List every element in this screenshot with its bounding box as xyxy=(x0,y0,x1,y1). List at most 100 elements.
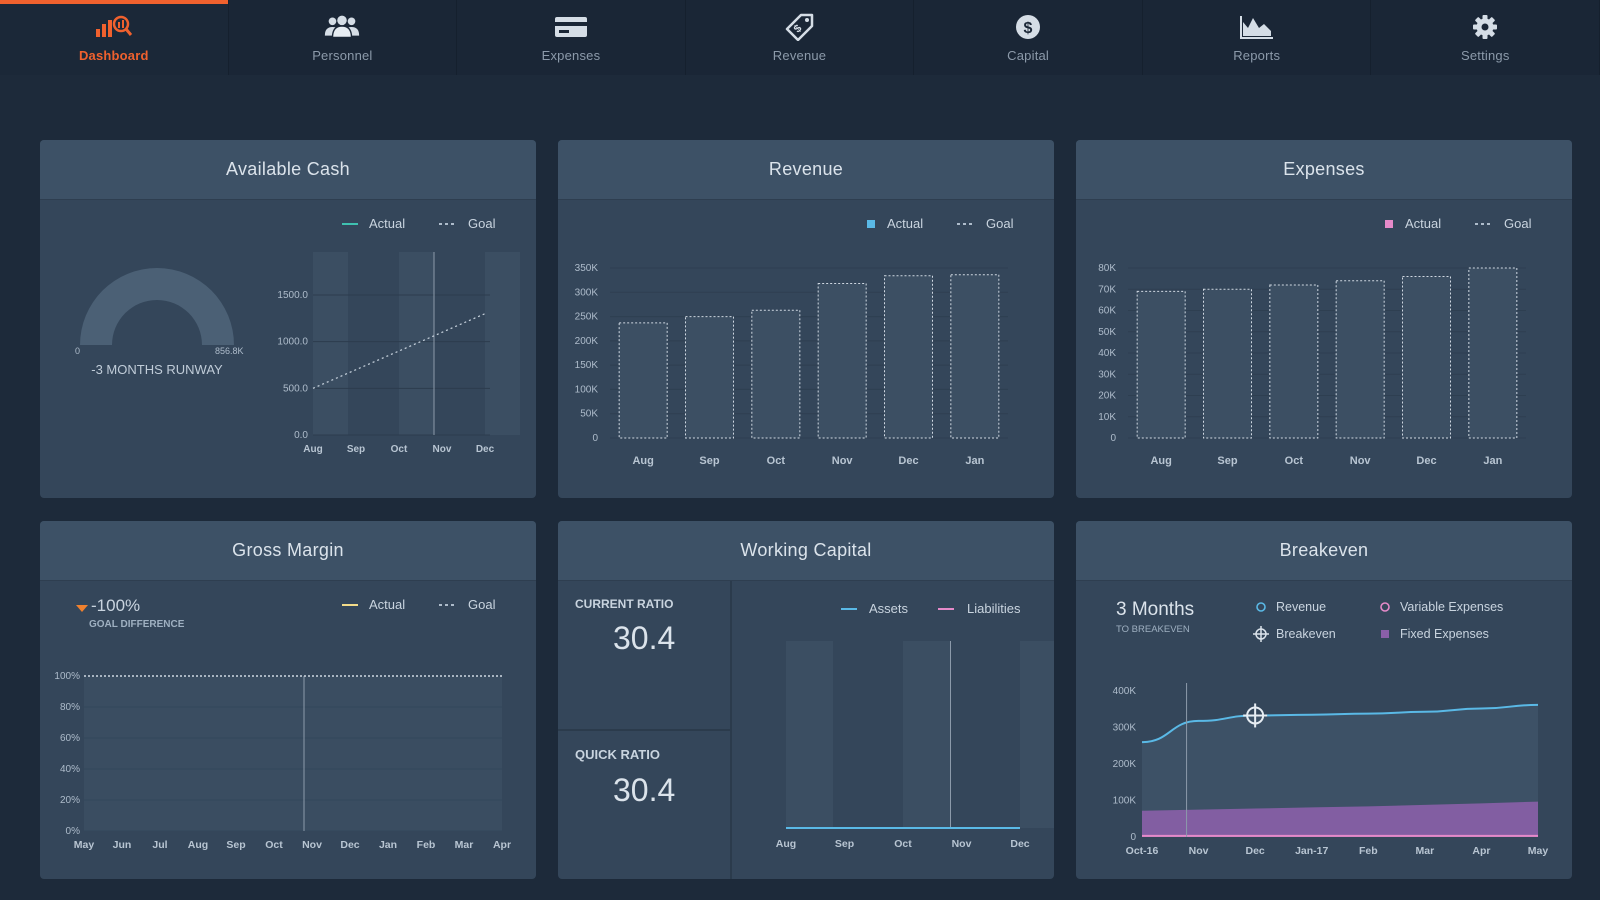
revenue-panel: Revenue Actual Goal 0 50K 100K 150K 200K 250K… xyxy=(558,140,1054,498)
x-tick-label: Dec xyxy=(898,455,918,467)
x-tick-label: Apr xyxy=(493,839,511,851)
nav-item-dashboard[interactable]: Dashboard xyxy=(0,0,229,75)
svg-text:$: $ xyxy=(1024,20,1033,37)
column-band xyxy=(313,252,348,435)
y-tick-label: 200K xyxy=(1113,759,1137,770)
y-tick-label: 80K xyxy=(1098,263,1116,274)
ratios: CURRENT RATIO 30.4 QUICK RATIO 30.4 xyxy=(575,597,675,808)
legend-revenue-swatch xyxy=(1256,602,1266,612)
x-tick-label: Sep xyxy=(699,455,719,467)
gross-margin-panel: Gross Margin -100% GOAL DIFFERENCE Actua… xyxy=(40,521,536,879)
panel-title: Breakeven xyxy=(1076,521,1572,581)
legend-breakeven-label: Breakeven xyxy=(1276,627,1336,641)
goal-bar xyxy=(950,274,1000,439)
nav-label: Personnel xyxy=(312,48,373,63)
y-tick-label: 400K xyxy=(1113,686,1137,697)
y-tick-label: 100% xyxy=(54,671,80,682)
goal-line xyxy=(312,313,486,389)
chart-legend: Actual Goal xyxy=(1385,216,1532,231)
x-tick-label: Sep xyxy=(1217,455,1237,467)
y-tick-label: 1500.0 xyxy=(277,290,308,301)
nav-label: Settings xyxy=(1460,48,1510,63)
goal-bar xyxy=(685,316,734,439)
breakeven-chart: 3 Months TO BREAKEVEN Revenue Variable E… xyxy=(1113,599,1549,857)
nav-item-expenses[interactable]: Expenses xyxy=(457,0,686,75)
legend-actual-label: Actual xyxy=(1405,216,1441,231)
y-tick-label: 300K xyxy=(1113,723,1137,734)
x-tick-label: Aug xyxy=(188,839,208,851)
column-band xyxy=(903,641,950,828)
panel-title: Revenue xyxy=(558,140,1054,200)
nav-item-revenue[interactable]: $ Revenue xyxy=(686,0,915,75)
panel-title: Available Cash xyxy=(40,140,536,200)
x-tick-label: Dec xyxy=(1246,845,1265,857)
y-tick-label: 10K xyxy=(1098,412,1116,423)
x-tick-label: Mar xyxy=(1416,845,1435,857)
x-tick-label: Sep xyxy=(226,839,245,851)
x-tick-label: Jan xyxy=(1483,455,1502,467)
expenses-panel: Expenses Actual Goal 0 10K 20K 30K 40K 50K 60K… xyxy=(1076,140,1572,498)
expenses-plot: 0 10K 20K 30K 40K 50K 60K 70K 80K Aug Sep Oct Nov Dec… xyxy=(1098,263,1526,467)
available-cash-panel: Available Cash Actual Goal 0 856.8K -3 M… xyxy=(40,140,536,498)
y-tick-label: 0 xyxy=(1110,433,1116,444)
legend-revenue-label: Revenue xyxy=(1276,600,1326,614)
panel-title: Gross Margin xyxy=(40,521,536,581)
legend-actual-swatch xyxy=(867,220,875,228)
chart-legend: Actual Goal xyxy=(342,597,496,612)
chart-legend: Actual Goal xyxy=(867,216,1014,231)
goal-bar xyxy=(1136,290,1186,439)
expenses-chart: Actual Goal 0 10K 20K 30K 40K 50K 60K 70K 80K Aug… xyxy=(1098,216,1532,467)
x-tick-label: Jun xyxy=(113,839,132,851)
chart-legend: Actual Goal xyxy=(342,216,496,231)
legend-goal-label: Goal xyxy=(986,216,1014,231)
chart-legend: Revenue Variable Expenses Breakeven Fixe… xyxy=(1253,600,1503,642)
breakeven-summary: 3 Months TO BREAKEVEN xyxy=(1116,599,1194,635)
revenue-area xyxy=(1142,704,1538,837)
y-tick-label: 60K xyxy=(1098,306,1116,317)
gauge-max-label: 856.8K xyxy=(215,346,244,356)
price-tag-icon: $ xyxy=(780,12,820,42)
nav-label: Revenue xyxy=(772,48,827,63)
gross-margin-chart: -100% GOAL DIFFERENCE Actual Goal 0% 20% 4… xyxy=(54,596,511,851)
x-tick-label: Dec xyxy=(1416,455,1436,467)
y-tick-label: 50K xyxy=(580,409,598,420)
margin-plot: 0% 20% 40% 60% 80% 100% May Jun Jul Aug Sep Oct Nov D… xyxy=(54,671,511,851)
chart-legend: Assets Liabilities xyxy=(841,601,1021,616)
breakeven-months-value: 3 Months xyxy=(1116,599,1194,620)
nav-item-capital[interactable]: $ Capital xyxy=(914,0,1143,75)
goal-bar xyxy=(751,309,801,439)
y-tick-label: 40% xyxy=(60,764,80,775)
x-tick-label: Oct xyxy=(894,838,912,850)
y-tick-label: 150K xyxy=(575,360,599,371)
x-tick-label: Oct xyxy=(1285,455,1304,467)
column-band xyxy=(399,252,434,435)
x-tick-label: Aug xyxy=(776,838,796,850)
x-tick-label: Jan xyxy=(965,455,984,467)
x-tick-label: Jul xyxy=(152,839,167,851)
x-tick-label: Feb xyxy=(417,839,436,851)
nav-label: Dashboard xyxy=(78,48,149,63)
x-tick-label: Oct xyxy=(265,839,283,851)
goal-difference-label: GOAL DIFFERENCE xyxy=(89,619,185,630)
gear-icon xyxy=(1465,12,1505,42)
legend-goal-label: Goal xyxy=(468,597,496,612)
top-navigation: Dashboard Personnel Expenses xyxy=(0,0,1600,75)
column-band xyxy=(485,252,520,435)
y-tick-label: 100K xyxy=(1113,796,1137,807)
x-tick-label: Dec xyxy=(1010,838,1029,850)
legend-goal-label: Goal xyxy=(1504,216,1532,231)
divider-vertical xyxy=(730,581,732,879)
nav-item-reports[interactable]: Reports xyxy=(1143,0,1372,75)
y-tick-label: 300K xyxy=(575,287,599,298)
goal-bar xyxy=(884,275,933,439)
current-ratio-value: 30.4 xyxy=(613,620,675,656)
x-tick-label: Nov xyxy=(433,444,452,455)
x-tick-label: Dec xyxy=(476,444,495,455)
revenue-plot: 0 50K 100K 150K 200K 250K 300K 350K Aug Sep Oct Nov… xyxy=(575,263,1008,467)
nav-item-settings[interactable]: Settings xyxy=(1371,0,1600,75)
goal-bar xyxy=(1269,284,1319,439)
nav-item-personnel[interactable]: Personnel xyxy=(229,0,458,75)
x-tick-label: Feb xyxy=(1359,845,1378,857)
y-tick-label: 100K xyxy=(575,384,599,395)
legend-variable-swatch xyxy=(1380,602,1390,612)
